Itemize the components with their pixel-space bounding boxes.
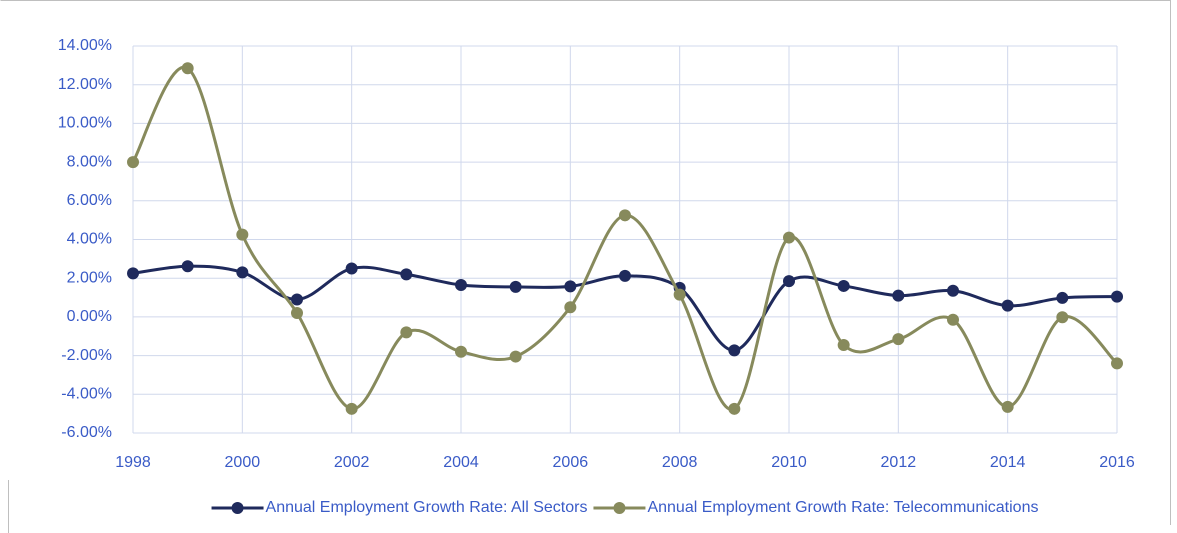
x-tick-label: 2002 [334,454,370,471]
data-point [236,266,249,279]
data-point [127,156,139,169]
y-tick-label: -4.00% [61,386,112,403]
data-point [509,350,522,363]
data-point [892,289,905,302]
data-point [127,267,139,280]
y-tick-label: -6.00% [61,424,112,441]
data-point [1111,357,1123,370]
data-point [564,280,577,293]
x-tick-label: 2004 [443,454,479,471]
data-point [892,333,905,346]
data-point [1001,299,1014,312]
data-point [619,209,631,222]
x-tick-label: 2008 [662,454,698,471]
legend-marker [613,502,626,514]
data-point [564,301,577,314]
y-tick-label: -2.00% [61,347,112,364]
data-point [509,280,522,293]
x-tick-label: 1998 [115,454,151,471]
x-tick-label: 2016 [1099,454,1135,471]
data-point [783,231,795,244]
legend-label: Annual Employment Growth Rate: All Secto… [266,499,588,516]
legend-label: Annual Employment Growth Rate: Telecommu… [647,499,1038,516]
data-point [1056,291,1069,304]
y-tick-label: 10.00% [58,115,112,132]
y-tick-label: 8.00% [67,153,112,170]
data-point [947,313,959,326]
data-point [947,284,959,297]
data-point [728,402,741,415]
data-point [673,288,686,301]
data-point [728,344,741,357]
data-point [345,262,358,275]
data-point [837,338,850,351]
data-point [400,326,413,339]
data-point [1056,311,1069,324]
x-tick-label: 2000 [225,454,261,471]
data-point [619,269,631,282]
data-point [236,228,249,241]
data-point [181,62,194,75]
data-point [455,345,467,358]
data-point [291,293,303,306]
y-tick-label: 4.00% [67,231,112,248]
y-tick-label: 14.00% [58,37,112,54]
legend-item: Annual Employment Growth Rate: All Secto… [211,499,588,516]
x-tick-label: 2006 [553,454,589,471]
data-point [1001,400,1014,413]
y-tick-label: 6.00% [67,192,112,209]
data-point [783,275,795,288]
data-point [455,278,467,291]
series-line [131,65,1119,411]
data-point [181,260,194,273]
y-tick-label: 0.00% [67,308,112,325]
data-point [345,402,358,415]
legend-marker [231,502,244,514]
data-point [837,279,850,292]
data-point [291,307,303,320]
y-tick-label: 2.00% [67,269,112,286]
data-point [1111,290,1123,303]
data-point [400,268,413,281]
legend-item: Annual Employment Growth Rate: Telecommu… [593,499,1038,516]
x-tick-label: 2012 [881,454,917,471]
x-tick-label: 2010 [771,454,807,471]
y-tick-label: 12.00% [58,76,112,93]
x-tick-label: 2014 [990,454,1026,471]
